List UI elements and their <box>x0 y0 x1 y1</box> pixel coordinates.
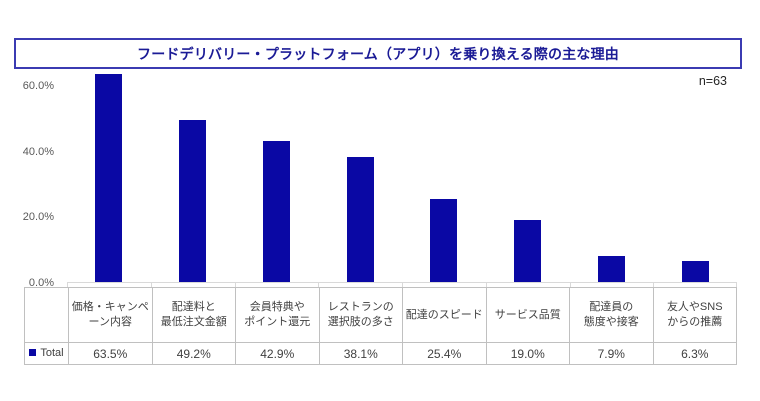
column-header-cell: 会員特典や ポイント還元 <box>235 287 320 343</box>
bar <box>598 256 625 282</box>
value-cell: 6.3% <box>652 342 737 365</box>
value-cell: 49.2% <box>151 342 236 365</box>
bar <box>179 120 206 282</box>
x-axis-tick <box>653 283 654 287</box>
table-corner-blank <box>24 287 69 343</box>
bar <box>430 199 457 282</box>
column-header-cell: 価格・キャンペ ーン内容 <box>68 287 153 343</box>
value-cell: 19.0% <box>485 342 570 365</box>
column-header-cell: 配達のスピード <box>402 287 487 343</box>
value-row: Total 63.5% 49.2% 42.9% 38.1% 25.4% 19.0% 7.9%… <box>24 342 737 365</box>
chart-title-box: フードデリバリー・プラットフォーム（アプリ）を乗り換える際の主な理由 <box>14 38 742 69</box>
x-axis-tick <box>486 283 487 287</box>
column-header-cell: レストランの 選択肢の多さ <box>318 287 403 343</box>
value-cell: 63.5% <box>68 342 153 365</box>
x-axis-tick <box>235 283 236 287</box>
x-axis-tick <box>570 283 571 287</box>
column-header-cell: 友人やSNS からの推薦 <box>652 287 737 343</box>
column-header-cell: サービス品質 <box>485 287 570 343</box>
bar <box>682 261 709 282</box>
x-axis-tick <box>402 283 403 287</box>
bar <box>95 74 122 282</box>
column-header-cell: 配達料と 最低注文金額 <box>151 287 236 343</box>
y-axis-tick-label: 0.0% <box>28 277 54 289</box>
legend-label: Total <box>40 347 64 360</box>
x-axis-tick <box>318 283 319 287</box>
category-header-row: 価格・キャンペ ーン内容 配達料と 最低注文金額 会員特典や ポイント還元 レストラン… <box>24 287 737 343</box>
y-axis: 60.0% 40.0% 20.0% 0.0% <box>0 0 54 300</box>
value-cell: 42.9% <box>235 342 320 365</box>
y-axis-tick-label: 20.0% <box>22 211 54 223</box>
data-table: 価格・キャンペ ーン内容 配達料と 最低注文金額 会員特典や ポイント還元 レストラン… <box>24 287 737 365</box>
value-cell: 25.4% <box>402 342 487 365</box>
plot-area <box>67 70 737 287</box>
sample-size-label: n=63 <box>698 74 727 88</box>
bar <box>347 157 374 282</box>
chart-title: フードデリバリー・プラットフォーム（アプリ）を乗り換える際の主な理由 <box>137 45 619 62</box>
value-cell: 38.1% <box>318 342 403 365</box>
value-cell: 7.9% <box>569 342 654 365</box>
bar <box>514 220 541 282</box>
x-axis-tick <box>151 283 152 287</box>
x-axis-tick <box>67 283 68 287</box>
x-axis-tick <box>736 283 737 287</box>
y-axis-tick-label: 40.0% <box>22 146 54 158</box>
legend-color-swatch <box>29 349 37 357</box>
legend-cell: Total <box>24 342 69 365</box>
bar <box>263 141 290 282</box>
y-axis-tick-label: 60.0% <box>22 80 54 92</box>
column-header-cell: 配達員の 態度や接客 <box>569 287 654 343</box>
x-axis-line <box>67 282 737 283</box>
